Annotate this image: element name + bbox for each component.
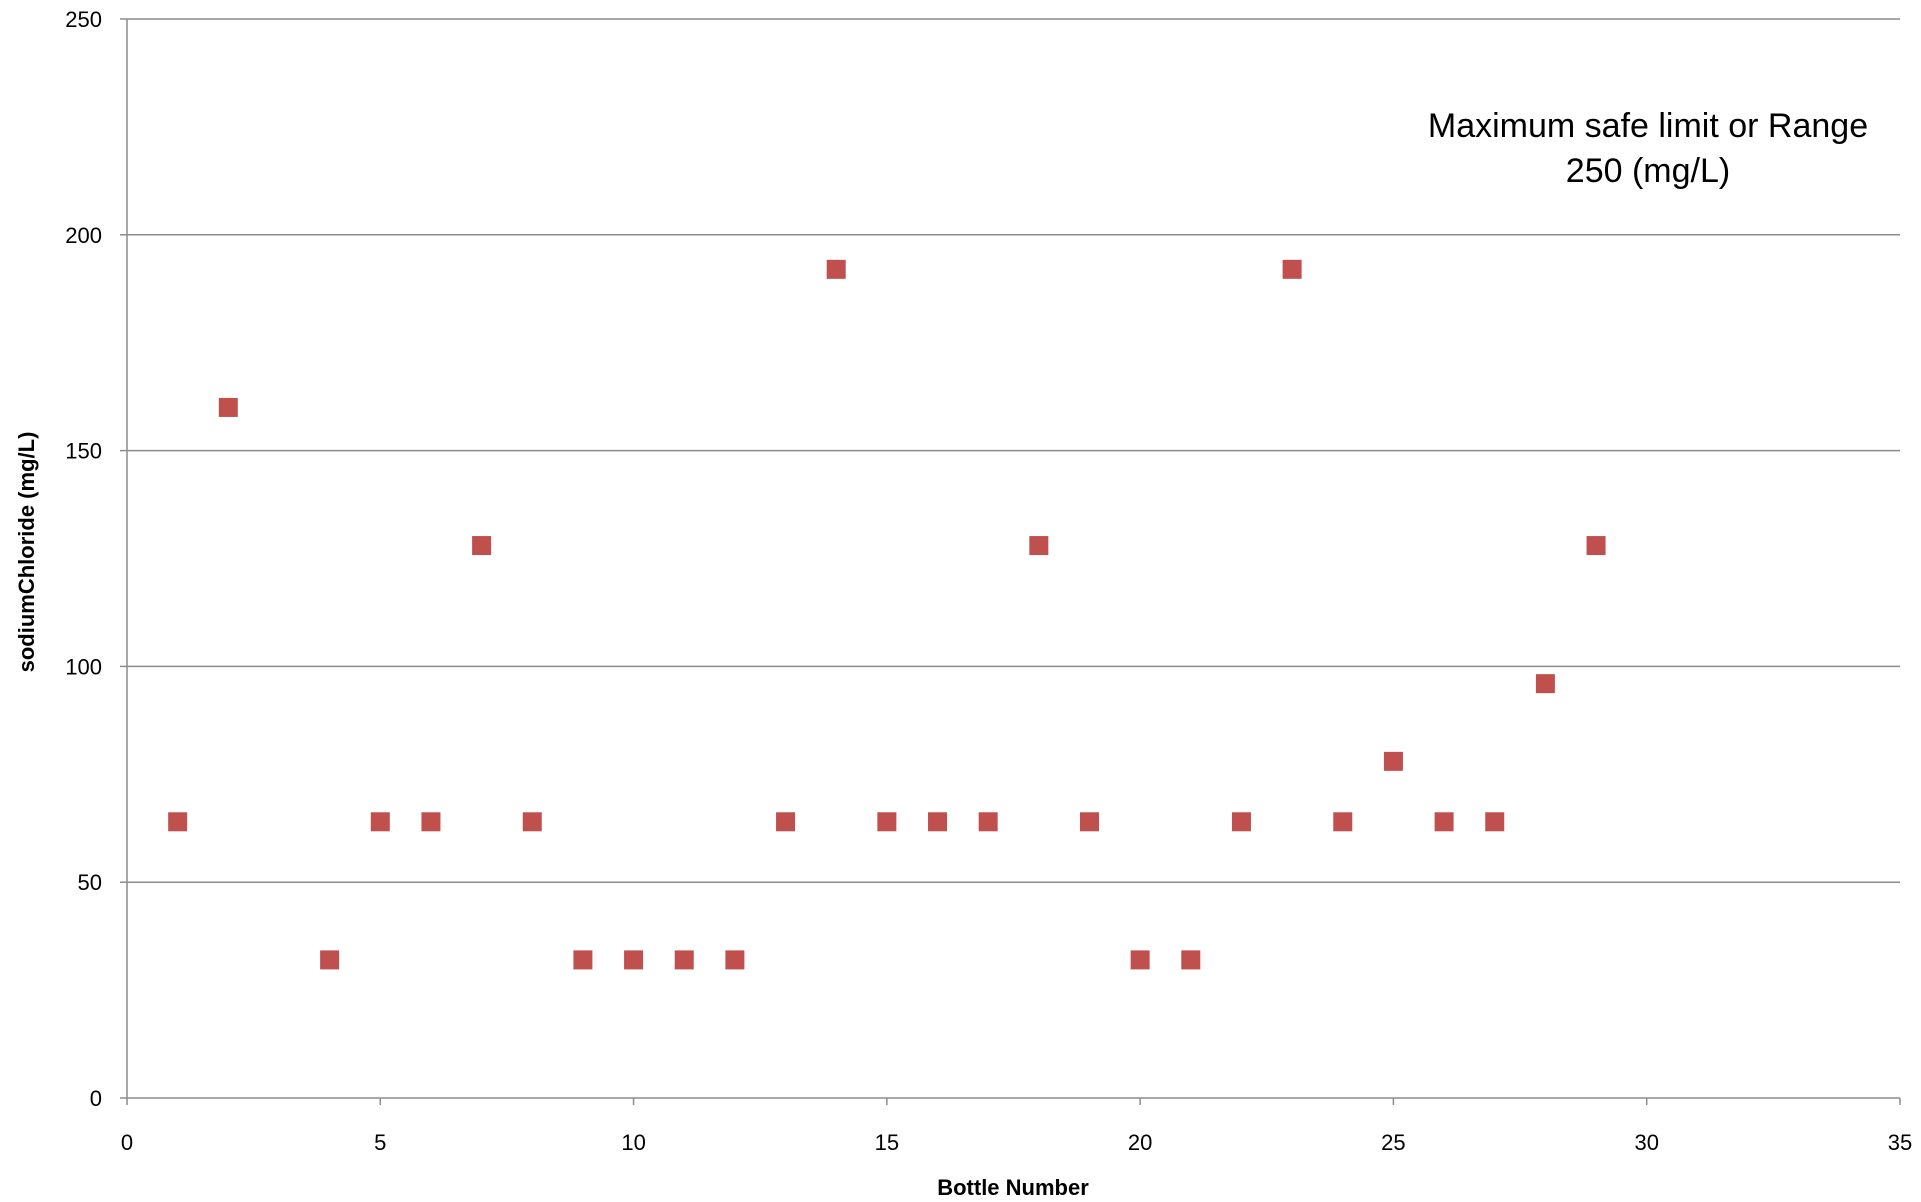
data-point <box>573 950 593 970</box>
data-point <box>1282 259 1302 279</box>
x-tick-label: 0 <box>121 1130 133 1155</box>
y-tick-label: 50 <box>78 870 102 895</box>
annotation-line-1: Maximum safe limit or Range <box>1428 107 1868 145</box>
data-point <box>674 950 694 970</box>
x-tick-label: 10 <box>621 1130 645 1155</box>
data-point <box>1130 950 1150 970</box>
tick-labels: 0 50 100 150 200 250 0 5 10 15 20 25 30 35 <box>65 7 1912 1155</box>
data-point <box>624 950 644 970</box>
y-tick-label: 0 <box>90 1086 102 1111</box>
y-tick-label: 100 <box>65 654 102 679</box>
x-tick-label: 15 <box>875 1130 899 1155</box>
x-tick-label: 25 <box>1381 1130 1405 1155</box>
annotation-line-2: 250 (mg/L) <box>1566 152 1730 190</box>
x-tick-label: 35 <box>1888 1130 1912 1155</box>
data-point <box>421 812 441 832</box>
y-tick-label: 150 <box>65 439 102 464</box>
x-tick-label: 30 <box>1634 1130 1658 1155</box>
data-point <box>522 812 542 832</box>
data-point <box>472 536 492 556</box>
data-point <box>1383 751 1403 771</box>
data-point <box>1181 950 1201 970</box>
data-point <box>1535 674 1555 694</box>
data-point <box>1079 812 1099 832</box>
data-point <box>1434 812 1454 832</box>
x-tick-label: 20 <box>1128 1130 1152 1155</box>
y-tick-label: 250 <box>65 7 102 32</box>
data-point <box>1485 812 1505 832</box>
gridlines <box>127 18 1900 883</box>
axes <box>120 18 1901 1105</box>
data-point <box>826 259 846 279</box>
data-point <box>725 950 745 970</box>
data-point <box>1333 812 1353 832</box>
y-axis-title: sodiumChloride (mg/L) <box>14 432 39 673</box>
y-tick-label: 200 <box>65 223 102 248</box>
data-point <box>877 812 897 832</box>
data-point <box>1231 812 1251 832</box>
data-point <box>320 950 340 970</box>
x-tick-label: 5 <box>374 1130 386 1155</box>
data-point <box>978 812 998 832</box>
data-point <box>218 397 238 417</box>
data-point <box>370 812 390 832</box>
data-point <box>1029 536 1049 556</box>
data-point <box>1586 536 1606 556</box>
data-point <box>928 812 948 832</box>
data-point <box>168 812 188 832</box>
data-point <box>776 812 796 832</box>
data-points <box>168 259 1606 970</box>
x-axis-title: Bottle Number <box>937 1175 1089 1197</box>
